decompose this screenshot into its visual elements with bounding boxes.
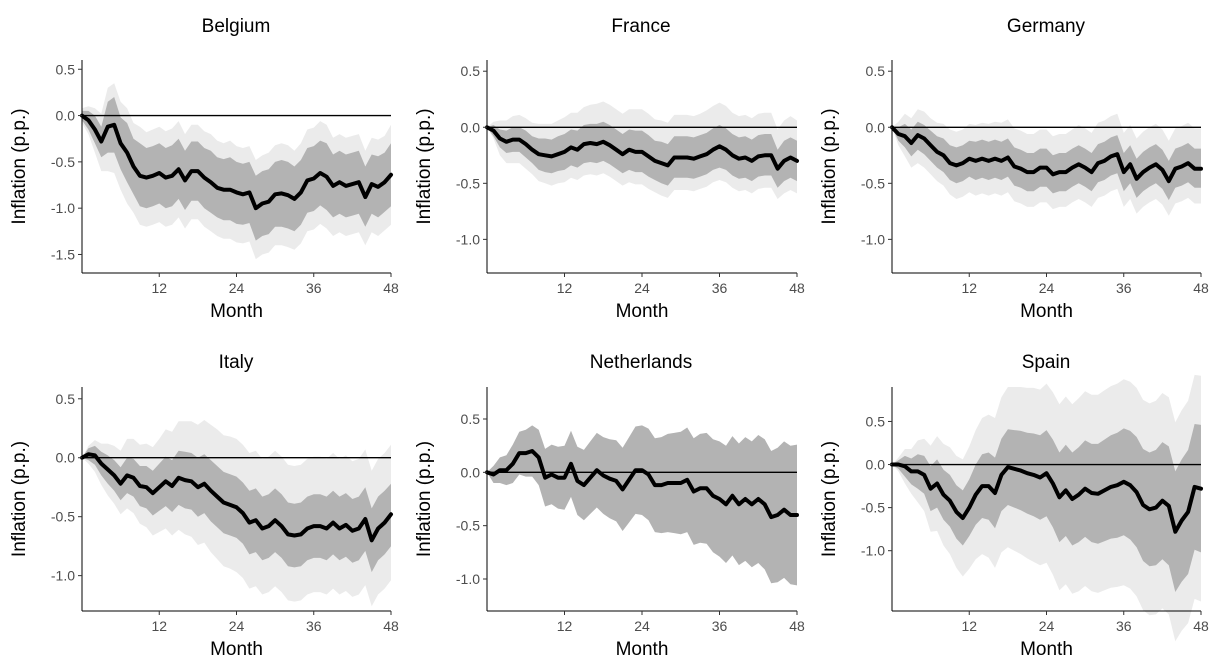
y-tick-label: -0.5: [861, 175, 885, 191]
x-tick-label: 24: [634, 618, 650, 634]
x-tick-label: 36: [712, 280, 728, 296]
inner-credible-band: [892, 424, 1201, 592]
y-tick-label: -1.0: [51, 568, 75, 584]
inner-credible-band: [487, 121, 797, 188]
x-axis-label: Month: [1020, 301, 1073, 322]
y-tick-label: 0.5: [56, 61, 76, 77]
y-axis-label: Inflation (p.p.): [9, 441, 30, 557]
panel-netherlands: 0.5 0.0 -0.5 -1.0 12 24 36 48 Netherlands Month In…: [414, 352, 805, 660]
y-tick-label: -0.5: [456, 518, 480, 534]
y-tick-label: 0.0: [866, 457, 886, 473]
y-tick-label: -1.0: [861, 543, 885, 559]
x-tick-label: 12: [151, 280, 167, 296]
y-axis-label: Inflation (p.p.): [819, 108, 840, 224]
panel-france: 0.5 0.0 -0.5 -1.0 12 24 36 48 France Month Inflati…: [414, 16, 805, 322]
x-tick-label: 36: [306, 618, 322, 634]
median-response-line: [485, 125, 799, 171]
panel-title: Germany: [1007, 16, 1086, 37]
panel-spain: 0.5 0.0 -0.5 -1.0 12 24 36 48 Spain Month Inflatio…: [819, 352, 1209, 660]
x-tick-label: 24: [1039, 280, 1055, 296]
y-tick-label: 0.5: [461, 63, 481, 79]
y-tick-label: 0.0: [866, 119, 886, 135]
inner-credible-band: [487, 425, 797, 586]
x-axis-label: Month: [616, 301, 669, 322]
x-axis-label: Month: [210, 301, 263, 322]
x-axis-label: Month: [616, 639, 669, 660]
y-tick-label: -1.0: [861, 231, 885, 247]
y-tick-label: -0.5: [51, 509, 75, 525]
y-tick-label: -0.5: [51, 154, 75, 170]
inner-credible-band: [892, 121, 1201, 201]
y-axis-label: Inflation (p.p.): [414, 441, 435, 557]
inner-credible-band: [82, 97, 391, 241]
median-response-line: [80, 113, 393, 211]
x-tick-label: 48: [1193, 280, 1209, 296]
x-tick-label: 48: [1193, 618, 1209, 634]
panel-title: Belgium: [202, 16, 271, 37]
y-tick-label: -1.5: [51, 246, 75, 262]
y-tick-label: 0.0: [56, 450, 76, 466]
panel-title: France: [611, 16, 670, 37]
median-response-line: [890, 125, 1203, 184]
x-tick-label: 12: [557, 618, 573, 634]
panel-title: Italy: [219, 352, 254, 373]
x-tick-label: 24: [229, 618, 245, 634]
x-tick-label: 48: [383, 618, 399, 634]
x-tick-label: 48: [789, 280, 805, 296]
median-response-line: [80, 452, 393, 543]
panel-germany: 0.5 0.0 -0.5 -1.0 12 24 36 48 Germany Month Inflat…: [819, 16, 1209, 322]
x-tick-label: 12: [961, 280, 977, 296]
x-tick-label: 12: [151, 618, 167, 634]
x-tick-label: 36: [1116, 618, 1132, 634]
x-tick-label: 24: [634, 280, 650, 296]
y-tick-label: -0.5: [456, 175, 480, 191]
panel-title: Spain: [1022, 352, 1071, 373]
y-tick-label: 0.5: [866, 63, 886, 79]
y-tick-label: -1.0: [456, 231, 480, 247]
x-tick-label: 24: [1039, 618, 1055, 634]
y-tick-label: 0.0: [461, 119, 481, 135]
y-tick-label: -1.0: [51, 200, 75, 216]
x-tick-label: 36: [306, 280, 322, 296]
y-tick-label: 0.5: [56, 391, 76, 407]
y-axis-label: Inflation (p.p.): [819, 441, 840, 557]
x-tick-label: 48: [383, 280, 399, 296]
median-response-line: [485, 449, 799, 520]
panel-belgium: 0.5 0.0 -0.5 -1.0 -1.5 12 24 36 48 Belgium Month In…: [9, 16, 399, 322]
x-axis-label: Month: [210, 639, 263, 660]
y-tick-label: 0.0: [56, 108, 76, 124]
panel-title: Netherlands: [590, 352, 692, 373]
y-tick-label: 0.0: [461, 464, 481, 480]
x-tick-label: 36: [712, 618, 728, 634]
x-tick-label: 24: [229, 280, 245, 296]
median-response-line: [890, 462, 1203, 534]
x-axis-label: Month: [1020, 639, 1073, 660]
y-tick-label: -1.0: [456, 571, 480, 587]
x-tick-label: 12: [961, 618, 977, 634]
y-axis-label: Inflation (p.p.): [414, 108, 435, 224]
panel-italy: 0.5 0.0 -0.5 -1.0 12 24 36 48 Italy Month Inflatio…: [9, 352, 399, 660]
x-tick-label: 12: [557, 280, 573, 296]
y-tick-label: -0.5: [861, 500, 885, 516]
x-tick-label: 36: [1116, 280, 1132, 296]
y-tick-label: 0.5: [461, 411, 481, 427]
y-tick-label: 0.5: [866, 413, 886, 429]
x-tick-label: 48: [789, 618, 805, 634]
y-axis-label: Inflation (p.p.): [9, 108, 30, 224]
